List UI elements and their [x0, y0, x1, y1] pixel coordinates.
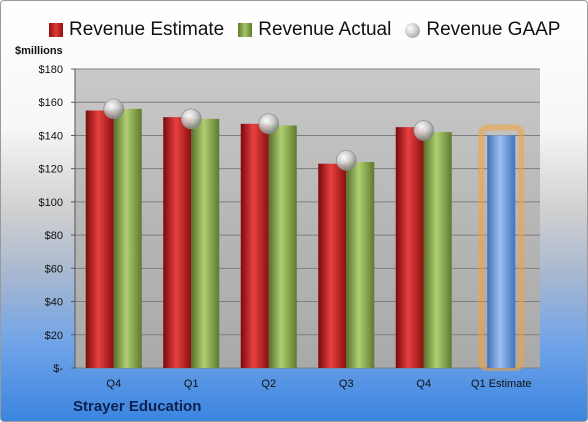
company-name: Strayer Education	[73, 398, 202, 415]
y-tick-label: $60	[45, 263, 63, 275]
legend: Revenue Estimate Revenue Actual Revenue …	[49, 17, 560, 43]
y-tick-label: $100	[39, 197, 63, 209]
legend-swatch-gaap	[405, 22, 421, 38]
bar-revenue-actual	[113, 108, 142, 368]
x-tick-label: Q1 Estimate	[471, 378, 532, 390]
marker-revenue-gaap	[103, 98, 125, 120]
bar-revenue-estimate	[163, 117, 192, 368]
y-tick-label: $40	[45, 297, 63, 309]
legend-label-estimate: Revenue Estimate	[69, 19, 225, 40]
y-tick-label: $180	[39, 64, 63, 76]
x-tick-label: Q4	[416, 378, 431, 390]
bar-revenue-estimate	[395, 127, 424, 368]
legend-label-actual: Revenue Actual	[258, 19, 392, 40]
y-axis-units-label: $millions	[15, 45, 63, 57]
y-tick-label: $160	[39, 97, 63, 109]
x-tick-label: Q2	[261, 378, 276, 390]
bar-revenue-actual	[423, 132, 452, 368]
legend-item-actual: Revenue Actual	[238, 19, 391, 41]
y-tick-label: $120	[39, 164, 63, 176]
marker-revenue-gaap	[335, 150, 357, 171]
y-tick-label: $140	[39, 130, 63, 142]
y-tick-label: $-	[53, 363, 63, 375]
marker-revenue-gaap	[413, 120, 435, 141]
bar-revenue-estimate-forecast	[487, 135, 516, 368]
plot-area	[75, 69, 540, 368]
legend-item-estimate: Revenue Estimate	[49, 19, 224, 41]
bar-revenue-estimate	[318, 163, 347, 368]
bar-revenue-actual	[346, 162, 375, 368]
legend-item-gaap: Revenue GAAP	[405, 19, 560, 41]
y-tick-label: $20	[45, 330, 63, 342]
x-tick-label: Q4	[106, 378, 121, 390]
legend-swatch-estimate	[49, 23, 63, 37]
x-tick-label: Q3	[339, 378, 354, 390]
bar-revenue-estimate	[85, 110, 114, 369]
bar-revenue-actual	[191, 118, 220, 368]
y-tick-label: $80	[45, 230, 63, 242]
bar-revenue-actual	[268, 125, 297, 368]
legend-label-gaap: Revenue GAAP	[426, 19, 561, 40]
marker-revenue-gaap	[258, 113, 280, 135]
marker-revenue-gaap	[180, 108, 202, 130]
legend-swatch-actual	[238, 23, 253, 37]
x-tick-label: Q1	[184, 378, 199, 390]
bar-revenue-estimate	[240, 123, 269, 368]
